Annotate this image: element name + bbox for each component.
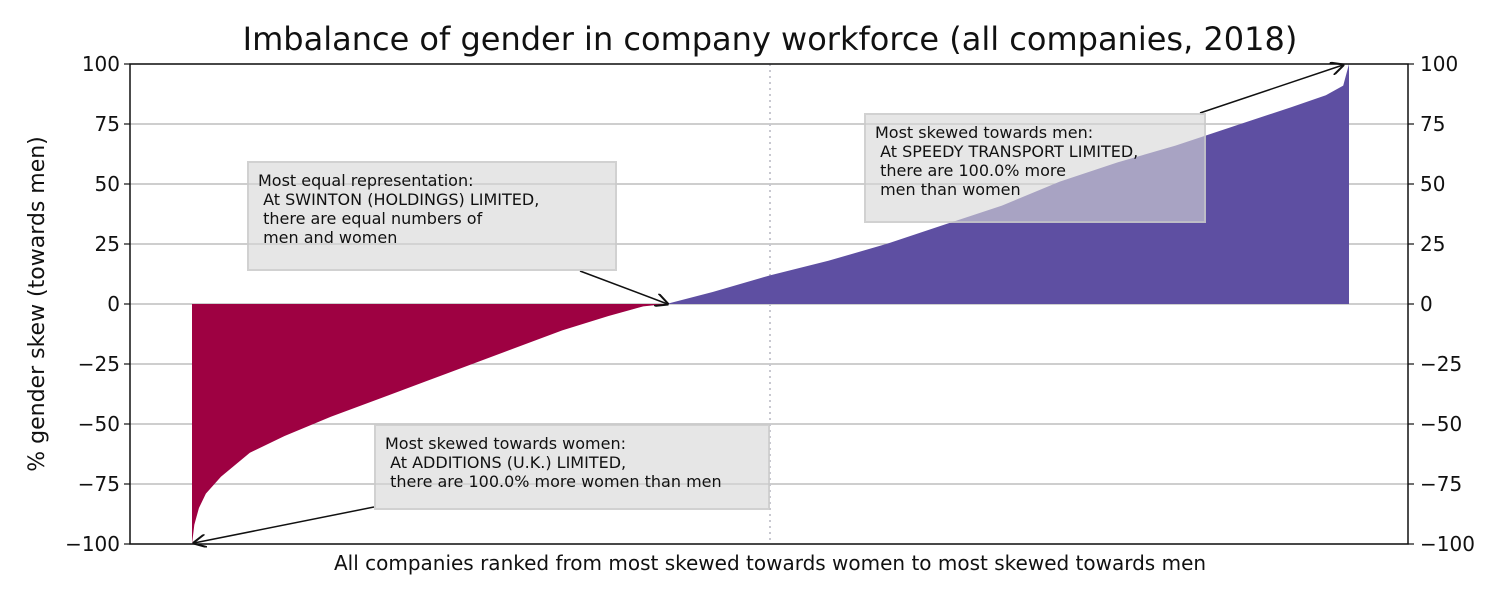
annotation-equal-representation: Most equal representation: At SWINTON (H… (247, 161, 617, 271)
y-tick-label: 100 (82, 52, 120, 76)
annotation-line: men and women (258, 228, 398, 247)
arrow-equal (579, 270, 668, 304)
arrow-women (194, 506, 375, 543)
annotation-line: there are equal numbers of (258, 209, 483, 228)
arrow-men (1199, 65, 1343, 114)
y-tick-label: 50 (1420, 172, 1445, 196)
y-tick-label: −75 (1420, 472, 1462, 496)
y-axis-right: 100 75 50 25 0 −25 −50 −75 −100 (1408, 52, 1475, 556)
women-skew-area (192, 304, 667, 544)
annotation-line: there are 100.0% more women than men (385, 472, 722, 491)
y-tick-label: 100 (1420, 52, 1458, 76)
annotation-line: Most skewed towards women: (385, 434, 626, 453)
y-tick-label: −75 (78, 472, 120, 496)
y-axis-left: 100 75 50 25 0 −25 −50 −75 −100 (65, 52, 130, 556)
y-tick-label: −50 (1420, 412, 1462, 436)
men-skew-area (666, 64, 1349, 304)
y-tick-label: 75 (1420, 112, 1445, 136)
y-tick-label: 25 (95, 232, 120, 256)
annotation-line: Most equal representation: (258, 171, 474, 190)
y-tick-label: 75 (95, 112, 120, 136)
y-tick-label: −100 (65, 532, 120, 556)
y-tick-label: −100 (1420, 532, 1475, 556)
annotation-line: At SPEEDY TRANSPORT LIMITED, (875, 142, 1139, 161)
x-axis-label: All companies ranked from most skewed to… (334, 551, 1206, 575)
annotation-arrows (194, 65, 1343, 543)
y-tick-label: −25 (1420, 352, 1462, 376)
annotation-most-skewed-men: Most skewed towards men: At SPEEDY TRANS… (864, 113, 1206, 223)
y-tick-label: −25 (78, 352, 120, 376)
y-tick-label: 0 (107, 292, 120, 316)
annotation-line: At ADDITIONS (U.K.) LIMITED, (385, 453, 627, 472)
y-tick-label: 0 (1420, 292, 1433, 316)
annotation-most-skewed-women: Most skewed towards women: At ADDITIONS … (374, 424, 770, 510)
annotation-line: men than women (875, 180, 1021, 199)
data-fill (192, 64, 1349, 544)
chart-title: Imbalance of gender in company workforce… (243, 20, 1298, 58)
annotation-line: Most skewed towards men: (875, 123, 1094, 142)
annotation-line: At SWINTON (HOLDINGS) LIMITED, (258, 190, 540, 209)
y-tick-label: 25 (1420, 232, 1445, 256)
y-tick-label: −50 (78, 412, 120, 436)
annotation-line: there are 100.0% more (875, 161, 1066, 180)
y-tick-label: 50 (95, 172, 120, 196)
y-axis-label: % gender skew (towards men) (25, 136, 50, 472)
